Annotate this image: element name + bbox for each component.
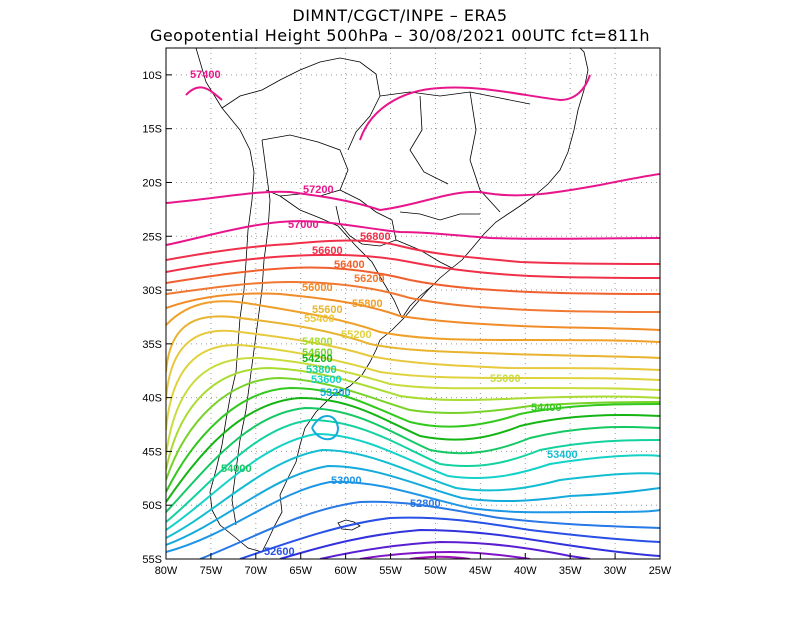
x-tick-label: 35W [559, 565, 582, 577]
contour-line-55000 [166, 356, 660, 456]
contour-label-53800: 53800 [306, 364, 337, 376]
axes: 80W 75W 70W 65W 60W 55W 50W 45W 40W 35W 30W 25W 10S 1… [142, 70, 672, 577]
contour-line-53200 [166, 415, 660, 546]
contour-label-54000: 54000 [221, 463, 252, 475]
coastline-east [261, 48, 589, 553]
x-tick-label: 25W [649, 565, 672, 577]
contour-label-55400: 55400 [304, 313, 335, 325]
contour-line-56200 [166, 280, 660, 313]
contour-label-53000: 53000 [331, 475, 362, 487]
contour-label-54200: 54200 [302, 353, 333, 365]
map-title-line-1: DIMNT/CGCT/INPE – ERA5 [292, 6, 508, 25]
plot-frame [165, 47, 661, 560]
contour-line-52400 [279, 528, 660, 559]
contour-line-57200 [166, 173, 660, 212]
falkland-islands [337, 519, 361, 531]
contour-line-55800 [166, 300, 660, 343]
contour-label-56800: 56800 [360, 231, 391, 243]
contour-label-57200: 57200 [303, 184, 334, 196]
border-brazil-west [221, 57, 381, 151]
contour-label-57400: 57400 [190, 69, 221, 81]
x-tick-label: 80W [155, 565, 178, 577]
coastline-west [195, 48, 263, 553]
map-title-line-2: Geopotential Height 500hPa – 30/08/2021 … [149, 26, 651, 45]
contour-line-54400 [166, 386, 660, 493]
contour-label-56400: 56400 [334, 259, 365, 271]
contour-label-53400: 53400 [547, 449, 578, 461]
border-chile-argentina [231, 139, 271, 526]
contour-line-55600 [166, 315, 660, 373]
contour-line-53600 [166, 432, 660, 531]
contour-line-56800 [166, 239, 660, 265]
contour-labels: 57400 57200 57000 56800 56600 56400 56200 56000… [190, 69, 578, 558]
x-tick-label: 50W [424, 565, 447, 577]
x-tick-label: 60W [334, 565, 357, 577]
x-tick-label: 40W [514, 565, 537, 577]
contour-label-56000: 56000 [302, 282, 333, 294]
contour-label-54800: 54800 [302, 336, 333, 348]
y-tick-label: 35S [142, 339, 162, 351]
contour-label-52600: 52600 [264, 546, 295, 558]
x-tick-label: 65W [289, 565, 312, 577]
contour-line-53400 [166, 448, 660, 539]
contour-line-54000 [166, 406, 660, 513]
contour-label-55800: 55800 [352, 298, 383, 310]
y-tick-label: 45S [142, 446, 162, 458]
x-tick-label: 30W [604, 565, 627, 577]
y-tick-label: 15S [142, 124, 162, 136]
x-tick-label: 45W [469, 565, 492, 577]
contour-line-57000 [166, 220, 660, 246]
contour-label-54400: 54400 [531, 402, 562, 414]
contour-line-55200 [166, 344, 660, 431]
contour-line-55400 [166, 329, 660, 401]
y-tick-label: 55S [142, 554, 162, 566]
contour-label-56200: 56200 [354, 273, 385, 285]
contour-label-53600: 53600 [311, 374, 342, 386]
contour-label-53200: 53200 [320, 387, 351, 399]
contour-label-56600: 56600 [312, 245, 343, 257]
y-tick-label: 10S [142, 70, 162, 82]
contour-line-53800 [166, 418, 660, 523]
contour-label-55200: 55200 [341, 329, 372, 341]
y-tick-label: 40S [142, 393, 162, 405]
border-brazil-states [379, 91, 531, 269]
x-tick-label: 55W [379, 565, 402, 577]
contour-label-52800: 52800 [410, 498, 441, 510]
border-brazil-uruguay [401, 285, 433, 319]
contour-line-53000 [166, 480, 660, 553]
y-tick-label: 20S [142, 177, 162, 189]
y-tick-label: 30S [142, 285, 162, 297]
contour-line-57400 [185, 74, 591, 141]
contour-line-54600 [166, 376, 660, 481]
y-tick-label: 25S [142, 231, 162, 243]
contour-line-54800 [166, 366, 660, 471]
contour-label-54600: 54600 [302, 347, 333, 359]
contour-label-55000: 55000 [490, 373, 521, 385]
contour-line-56600 [166, 253, 660, 279]
border-bolivia [261, 134, 349, 197]
x-tick-label: 70W [245, 565, 268, 577]
contour-line-51800 [409, 555, 471, 559]
contour-label-55600: 55600 [312, 304, 343, 316]
contour-label-57000: 57000 [288, 219, 319, 231]
y-tick-label: 50S [142, 500, 162, 512]
height-contours [166, 74, 660, 559]
contour-line-56000 [166, 292, 660, 331]
x-tick-label: 75W [200, 565, 223, 577]
contour-line-52200 [319, 540, 591, 559]
contour-line-52800 [199, 500, 660, 559]
contour-line-56400 [166, 266, 660, 295]
contour-line-54200 [166, 396, 660, 503]
contour-line-52000 [359, 550, 531, 559]
contour-line-52600 [239, 516, 660, 559]
